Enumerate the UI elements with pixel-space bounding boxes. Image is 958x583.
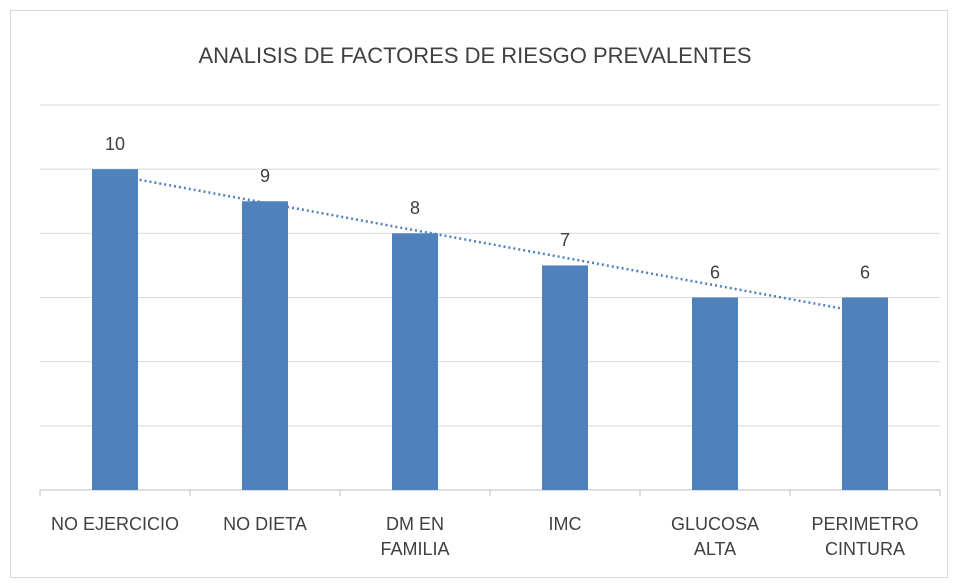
data-label: 6 (710, 262, 720, 282)
bar (542, 265, 588, 490)
x-tick-label: IMC (548, 514, 582, 534)
data-label: 6 (860, 262, 870, 282)
chart-title: ANALISIS DE FACTORES DE RIESGO PREVALENT… (198, 43, 751, 68)
data-label: 10 (105, 134, 125, 154)
bar (842, 297, 888, 490)
bar (392, 233, 438, 491)
data-label: 9 (260, 166, 270, 186)
x-tick-label: GLUCOSA ALTA (670, 514, 760, 559)
data-label: 8 (410, 198, 420, 218)
x-tick-label: PERIMETRO CINTURA (811, 514, 919, 559)
data-label: 7 (560, 230, 570, 250)
bar (242, 201, 288, 490)
bar (92, 169, 138, 490)
x-tick-label: NO DIETA (223, 514, 307, 534)
x-tick-label: NO EJERCICIO (50, 514, 179, 534)
chart-border (10, 10, 948, 578)
trendline (114, 174, 866, 315)
x-tick-label: DM EN FAMILIA (380, 514, 450, 559)
bar (692, 297, 738, 490)
